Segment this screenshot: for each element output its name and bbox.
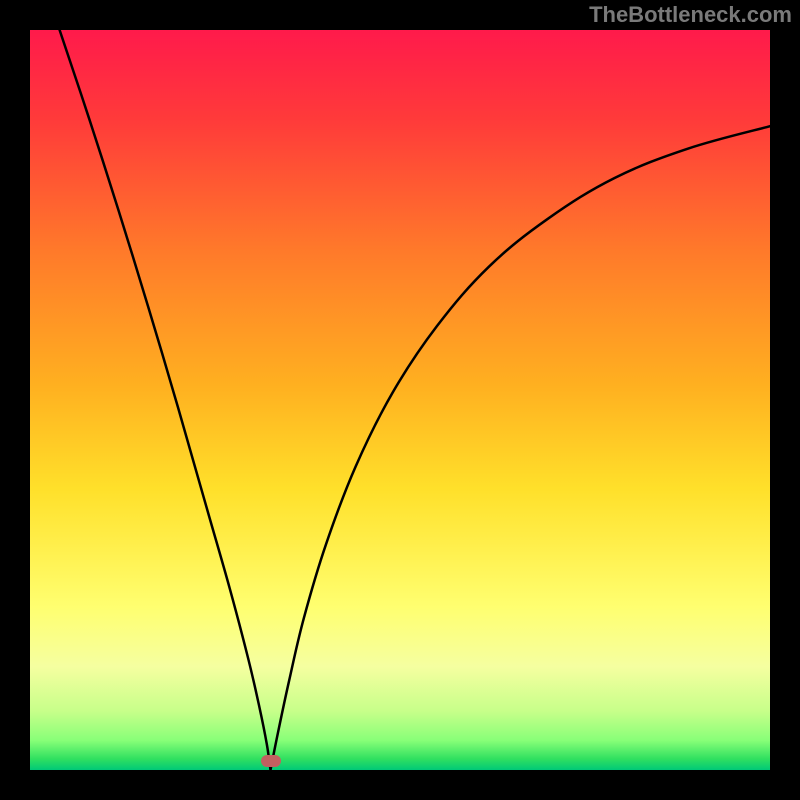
plot-area bbox=[30, 30, 770, 770]
watermark-text: TheBottleneck.com bbox=[589, 2, 792, 28]
optimum-marker bbox=[261, 755, 281, 767]
bottleneck-curve bbox=[30, 30, 770, 770]
